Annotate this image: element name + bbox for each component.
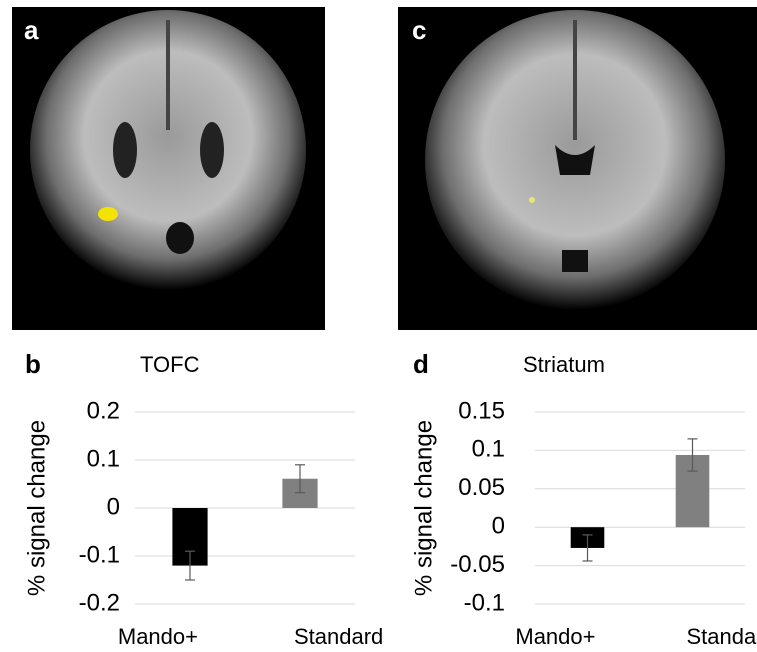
y-tick-label: -0.05 <box>450 551 505 578</box>
y-tick-label: -0.2 <box>79 589 120 616</box>
y-tick-label: 0 <box>492 513 505 540</box>
x-tick-label: Mando+ <box>515 624 595 649</box>
y-tick-label: -0.1 <box>79 541 120 568</box>
y-tick-label: 0.1 <box>472 436 505 463</box>
y-tick-label: 0 <box>107 493 120 520</box>
x-tick-label: Standard <box>687 624 757 649</box>
y-tick-label: 0.1 <box>87 445 120 472</box>
y-tick-label: 0.05 <box>458 474 505 501</box>
panel-label: a <box>24 15 39 45</box>
y-tick-label: 0.15 <box>458 397 505 424</box>
y-tick-label: 0.2 <box>87 397 120 424</box>
x-tick-label: Mando+ <box>118 624 198 649</box>
panel-label: b <box>25 349 41 379</box>
panel-label: d <box>413 349 429 379</box>
y-axis-label: % signal change <box>410 420 437 596</box>
panel-label: c <box>412 15 426 45</box>
chart-title: Striatum <box>523 352 605 377</box>
brain-image-a <box>12 7 325 330</box>
x-tick-label: Standard <box>294 624 383 649</box>
brain-image-c <box>398 7 757 330</box>
y-axis-label: % signal change <box>23 420 50 596</box>
y-tick-label: -0.1 <box>464 589 505 616</box>
figure: a c b TOFC % signal change 0.2 0.1 0 -0.1 -0.2 M… <box>0 0 757 652</box>
chart-title: TOFC <box>140 352 200 377</box>
